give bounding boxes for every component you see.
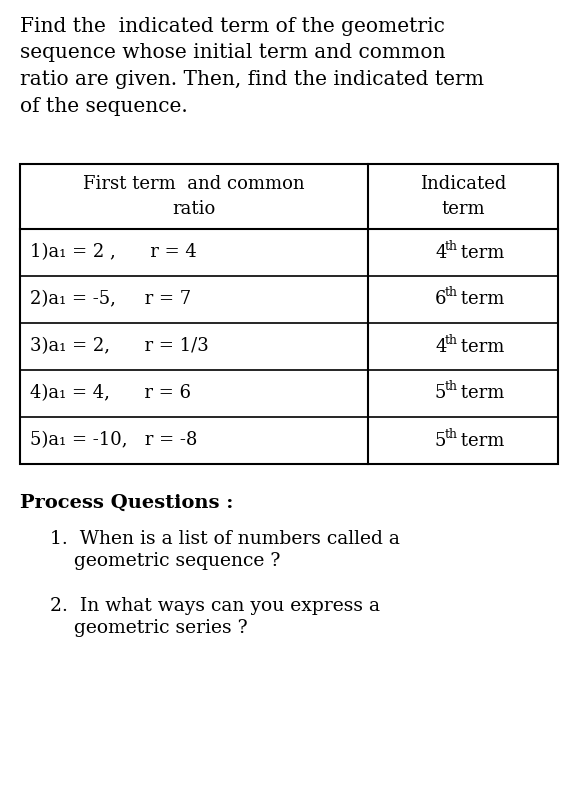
Text: 6: 6 [435, 291, 447, 309]
Text: Indicated
term: Indicated term [420, 175, 506, 218]
Text: First term  and common
ratio: First term and common ratio [83, 175, 305, 218]
Text: th: th [445, 428, 458, 440]
Text: geometric sequence ?: geometric sequence ? [50, 552, 280, 570]
Text: Find the  indicated term of the geometric
sequence whose initial term and common: Find the indicated term of the geometric… [20, 17, 484, 116]
Text: th: th [445, 380, 458, 394]
Text: term: term [455, 384, 505, 402]
Text: th: th [445, 239, 458, 253]
Text: term: term [455, 337, 505, 356]
Text: 4: 4 [435, 243, 447, 261]
Text: th: th [445, 287, 458, 299]
Text: 3)a₁ = 2,      r = 1/3: 3)a₁ = 2, r = 1/3 [30, 337, 209, 356]
Text: 1.  When is a list of numbers called a: 1. When is a list of numbers called a [50, 530, 400, 548]
Text: 5: 5 [435, 384, 447, 402]
Text: term: term [455, 243, 505, 261]
Text: 5: 5 [435, 432, 447, 450]
Text: term: term [455, 432, 505, 450]
Text: 1)a₁ = 2 ,      r = 4: 1)a₁ = 2 , r = 4 [30, 243, 197, 261]
Text: th: th [445, 333, 458, 347]
Text: 4)a₁ = 4,      r = 6: 4)a₁ = 4, r = 6 [30, 384, 191, 402]
Text: 2.  In what ways can you express a: 2. In what ways can you express a [50, 597, 380, 615]
Text: term: term [455, 291, 505, 309]
Text: geometric series ?: geometric series ? [50, 619, 248, 637]
Text: 5)a₁ = -10,   r = -8: 5)a₁ = -10, r = -8 [30, 432, 197, 450]
Text: Process Questions :: Process Questions : [20, 494, 233, 512]
Text: 4: 4 [435, 337, 447, 356]
Text: 2)a₁ = -5,     r = 7: 2)a₁ = -5, r = 7 [30, 291, 191, 309]
